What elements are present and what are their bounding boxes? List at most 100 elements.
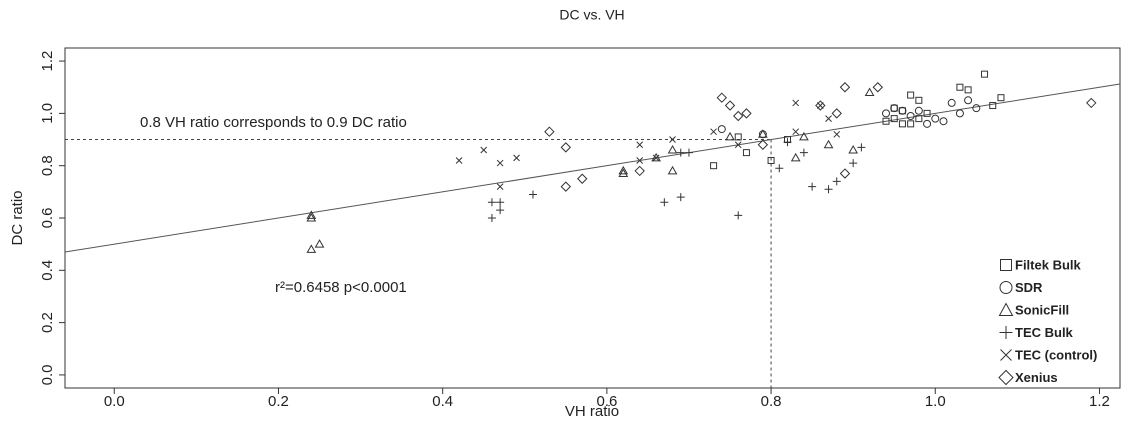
data-point	[496, 159, 504, 167]
data-point	[757, 139, 769, 150]
legend-marker	[998, 369, 1014, 386]
data-point	[882, 117, 890, 125]
data-point	[824, 185, 833, 194]
data-point	[513, 154, 520, 162]
fit-line	[64, 83, 1121, 253]
y-tick-label: 1.0	[39, 103, 56, 124]
data-point	[848, 144, 859, 154]
annotation: 0.8 VH ratio corresponds to 0.9 DC ratio	[140, 114, 407, 131]
data-point	[676, 148, 685, 157]
x-axis-label: VH ratio	[565, 403, 619, 420]
data-point	[907, 91, 915, 99]
data-point	[733, 110, 744, 122]
data-point	[577, 173, 588, 184]
data-point	[496, 206, 505, 215]
data-point	[915, 115, 923, 123]
data-point	[734, 141, 742, 149]
data-point	[898, 120, 906, 128]
data-point	[725, 131, 735, 141]
data-point	[496, 183, 504, 190]
data-point	[923, 119, 932, 128]
data-point	[955, 109, 964, 118]
data-point	[496, 198, 505, 207]
data-point	[480, 146, 488, 154]
data-point	[849, 159, 858, 168]
y-tick-label: 0.6	[39, 208, 56, 229]
data-point	[890, 104, 898, 112]
data-point	[651, 152, 661, 162]
data-point	[775, 164, 784, 173]
data-point	[923, 109, 931, 117]
y-axis-label: DC ratio	[9, 190, 26, 245]
x-tick-label: 0.4	[432, 393, 453, 410]
data-point	[667, 144, 678, 154]
data-point	[544, 126, 555, 137]
data-point	[634, 165, 645, 177]
data-point	[825, 115, 832, 122]
data-point	[734, 211, 743, 220]
data-point	[560, 142, 572, 153]
data-point	[939, 117, 948, 126]
data-point	[872, 82, 884, 93]
legend-marker	[1000, 349, 1012, 361]
data-point	[898, 106, 907, 115]
legend-label: Xenius	[1015, 370, 1058, 385]
data-point	[981, 70, 989, 78]
data-point	[790, 152, 801, 162]
y-tick-label: 0.2	[39, 312, 56, 333]
data-point	[636, 141, 644, 149]
x-tick-label: 0.8	[761, 393, 782, 410]
legend-label: SonicFill	[1015, 302, 1069, 317]
data-point	[792, 128, 800, 136]
data-point	[314, 239, 325, 248]
data-point	[956, 83, 964, 91]
data-point	[906, 112, 915, 120]
data-point	[667, 165, 678, 175]
y-tick-label: 0.4	[39, 260, 56, 281]
x-tick-label: 1.2	[1089, 393, 1110, 410]
legend-label: TEC (control)	[1015, 347, 1097, 362]
data-point	[890, 104, 899, 113]
data-point	[306, 210, 317, 219]
legend-label: Filtek Bulk	[1015, 257, 1082, 272]
legend-marker	[999, 326, 1013, 339]
y-tick-label: 0.0	[39, 364, 56, 385]
data-point	[717, 125, 726, 134]
data-point	[832, 177, 841, 186]
data-point	[676, 193, 685, 202]
data-point	[989, 102, 997, 110]
data-point	[684, 148, 693, 157]
data-point	[742, 149, 750, 157]
data-point	[618, 165, 629, 175]
data-point	[734, 133, 742, 141]
data-point	[652, 154, 660, 162]
data-point	[1086, 97, 1097, 109]
data-point	[915, 96, 923, 104]
data-point	[528, 190, 537, 199]
data-point	[815, 100, 826, 111]
data-point	[857, 143, 866, 152]
y-tick-label: 1.2	[39, 51, 56, 72]
data-point	[660, 198, 669, 207]
data-point	[833, 130, 841, 138]
data-point	[741, 108, 752, 119]
data-point	[914, 106, 923, 115]
data-point	[560, 181, 572, 192]
legend-marker	[998, 302, 1014, 316]
y-tick-label: 0.8	[39, 155, 56, 176]
data-point	[710, 162, 718, 170]
data-point	[487, 214, 496, 222]
data-point	[947, 98, 956, 107]
data-point	[799, 148, 808, 157]
data-point	[487, 198, 496, 207]
x-tick-label: 1.0	[925, 393, 946, 410]
data-point	[724, 100, 736, 111]
data-point	[839, 82, 851, 93]
chart-title: DC vs. VH	[559, 7, 624, 23]
data-point	[907, 120, 915, 128]
data-point	[716, 92, 728, 103]
data-point	[839, 168, 851, 179]
data-point	[898, 107, 906, 115]
legend-marker	[1000, 259, 1012, 271]
